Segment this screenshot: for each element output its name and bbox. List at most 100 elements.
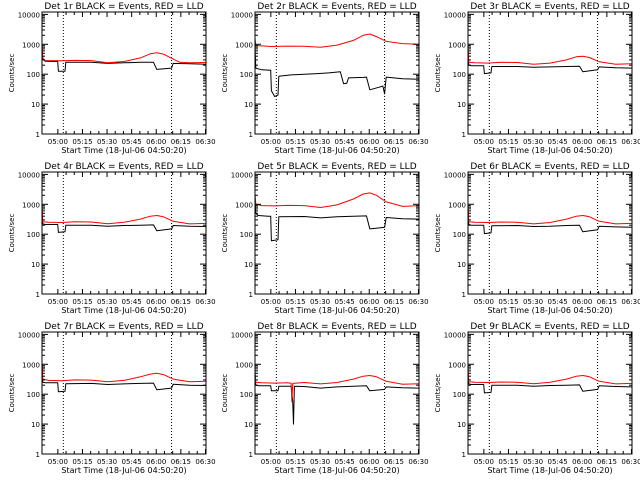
x-tick-label: 05:45: [122, 298, 142, 306]
y-tick-label: 1: [249, 131, 253, 139]
y-axis-label: Counts/sec: [8, 214, 16, 253]
x-tick-label: 06:30: [195, 458, 215, 466]
y-tick-label: 10000: [444, 171, 466, 179]
series-line-lld: [467, 206, 633, 225]
x-tick-label: 06:15: [171, 138, 191, 146]
x-tick-label: 05:30: [97, 458, 117, 466]
x-tick-label: 06:30: [408, 138, 428, 146]
x-tick-label: 06:00: [146, 298, 166, 306]
x-tick-label: 06:00: [359, 458, 379, 466]
x-tick-label: 06:30: [195, 138, 215, 146]
series-line-lld: [41, 207, 207, 225]
x-tick-label: 05:30: [523, 298, 543, 306]
x-axis-label: Start Time (18-Jul-06 04:50:20): [61, 146, 186, 155]
y-tick-label: 100: [240, 231, 253, 239]
x-tick-label: 05:15: [72, 458, 92, 466]
series-line-lld: [254, 370, 420, 403]
y-tick-label: 1: [36, 291, 40, 299]
y-tick-label: 10000: [231, 11, 253, 19]
x-tick-label: 05:00: [474, 298, 494, 306]
y-tick-label: 1000: [448, 41, 466, 49]
y-tick-label: 10000: [18, 331, 40, 339]
y-tick-label: 1000: [22, 361, 40, 369]
x-axis-label: Start Time (18-Jul-06 04:50:20): [487, 466, 612, 475]
x-tick-label: 05:30: [310, 138, 330, 146]
x-tick-label: 05:30: [523, 458, 543, 466]
y-tick-label: 100: [453, 391, 466, 399]
y-tick-label: 1000: [22, 41, 40, 49]
y-tick-label: 1000: [448, 361, 466, 369]
y-axis-label: Counts/sec: [221, 54, 229, 93]
series-line-events: [254, 47, 420, 97]
series-line-lld: [467, 368, 633, 385]
chart-title: Det 5r BLACK = Events, RED = LLD: [257, 162, 416, 172]
x-tick-label: 06:00: [572, 138, 592, 146]
y-tick-label: 1: [249, 291, 253, 299]
y-tick-label: 1: [36, 131, 40, 139]
series-line-events: [41, 368, 207, 393]
y-tick-label: 1000: [235, 41, 253, 49]
plot-frame: [254, 171, 420, 295]
x-tick-label: 05:15: [285, 458, 305, 466]
chart-panel: Det 1r BLACK = Events, RED = LLD 1 10 100 10…: [8, 2, 216, 155]
chart-panel: Det 8r BLACK = Events, RED = LLD 1 10 100 10…: [221, 322, 429, 475]
plot-frame: [254, 331, 420, 455]
y-tick-label: 10: [244, 261, 253, 269]
y-tick-label: 1: [36, 451, 40, 459]
chart-title: Det 7r BLACK = Events, RED = LLD: [44, 322, 203, 332]
y-tick-label: 100: [27, 231, 40, 239]
y-tick-label: 10000: [231, 171, 253, 179]
series-line-events: [41, 48, 207, 72]
x-tick-label: 05:15: [498, 298, 518, 306]
x-tick-label: 06:15: [597, 298, 617, 306]
x-axis-label: Start Time (18-Jul-06 04:50:20): [274, 146, 399, 155]
y-tick-label: 1: [249, 451, 253, 459]
x-tick-label: 06:15: [384, 458, 404, 466]
x-tick-label: 05:45: [548, 458, 568, 466]
y-tick-label: 1000: [22, 201, 40, 209]
series-line-lld: [254, 192, 420, 208]
x-tick-label: 05:15: [498, 138, 518, 146]
y-tick-label: 1: [462, 131, 466, 139]
y-tick-label: 10: [31, 261, 40, 269]
chart-panel: Det 3r BLACK = Events, RED = LLD 1 10 100 10…: [434, 2, 640, 155]
series-line-lld: [41, 361, 207, 383]
x-axis-label: Start Time (18-Jul-06 04:50:20): [61, 306, 186, 315]
plot-frame: [467, 331, 633, 455]
y-tick-label: 100: [27, 391, 40, 399]
y-tick-label: 100: [453, 231, 466, 239]
x-axis-label: Start Time (18-Jul-06 04:50:20): [487, 146, 612, 155]
series-line-events: [254, 201, 420, 242]
x-tick-label: 05:45: [335, 458, 355, 466]
series-line-events: [41, 210, 207, 233]
chart-panel: Det 9r BLACK = Events, RED = LLD 1 10 100 10…: [434, 322, 640, 475]
y-tick-label: 100: [240, 71, 253, 79]
series-line-lld: [467, 47, 633, 65]
y-tick-label: 1000: [235, 361, 253, 369]
y-tick-label: 10: [457, 261, 466, 269]
y-tick-label: 10: [244, 421, 253, 429]
x-tick-label: 05:30: [97, 298, 117, 306]
chart-panel: Det 5r BLACK = Events, RED = LLD 1 10 100 10…: [221, 162, 429, 315]
x-axis-label: Start Time (18-Jul-06 04:50:20): [274, 466, 399, 475]
x-tick-label: 05:30: [310, 458, 330, 466]
x-tick-label: 06:00: [572, 458, 592, 466]
x-tick-label: 05:00: [474, 138, 494, 146]
plot-frame: [254, 11, 420, 135]
y-tick-label: 10: [457, 421, 466, 429]
plot-frame: [41, 331, 207, 455]
x-tick-label: 06:15: [597, 138, 617, 146]
x-tick-label: 05:15: [72, 298, 92, 306]
x-tick-label: 06:15: [384, 298, 404, 306]
y-axis-label: Counts/sec: [8, 54, 16, 93]
x-tick-label: 05:45: [335, 298, 355, 306]
y-tick-label: 10: [31, 421, 40, 429]
x-tick-label: 06:30: [195, 298, 215, 306]
chart-title: Det 9r BLACK = Events, RED = LLD: [470, 322, 629, 332]
x-tick-label: 05:00: [48, 138, 68, 146]
x-tick-label: 06:00: [359, 298, 379, 306]
x-tick-label: 05:45: [122, 138, 142, 146]
y-tick-label: 10: [31, 101, 40, 109]
x-tick-label: 05:30: [310, 298, 330, 306]
